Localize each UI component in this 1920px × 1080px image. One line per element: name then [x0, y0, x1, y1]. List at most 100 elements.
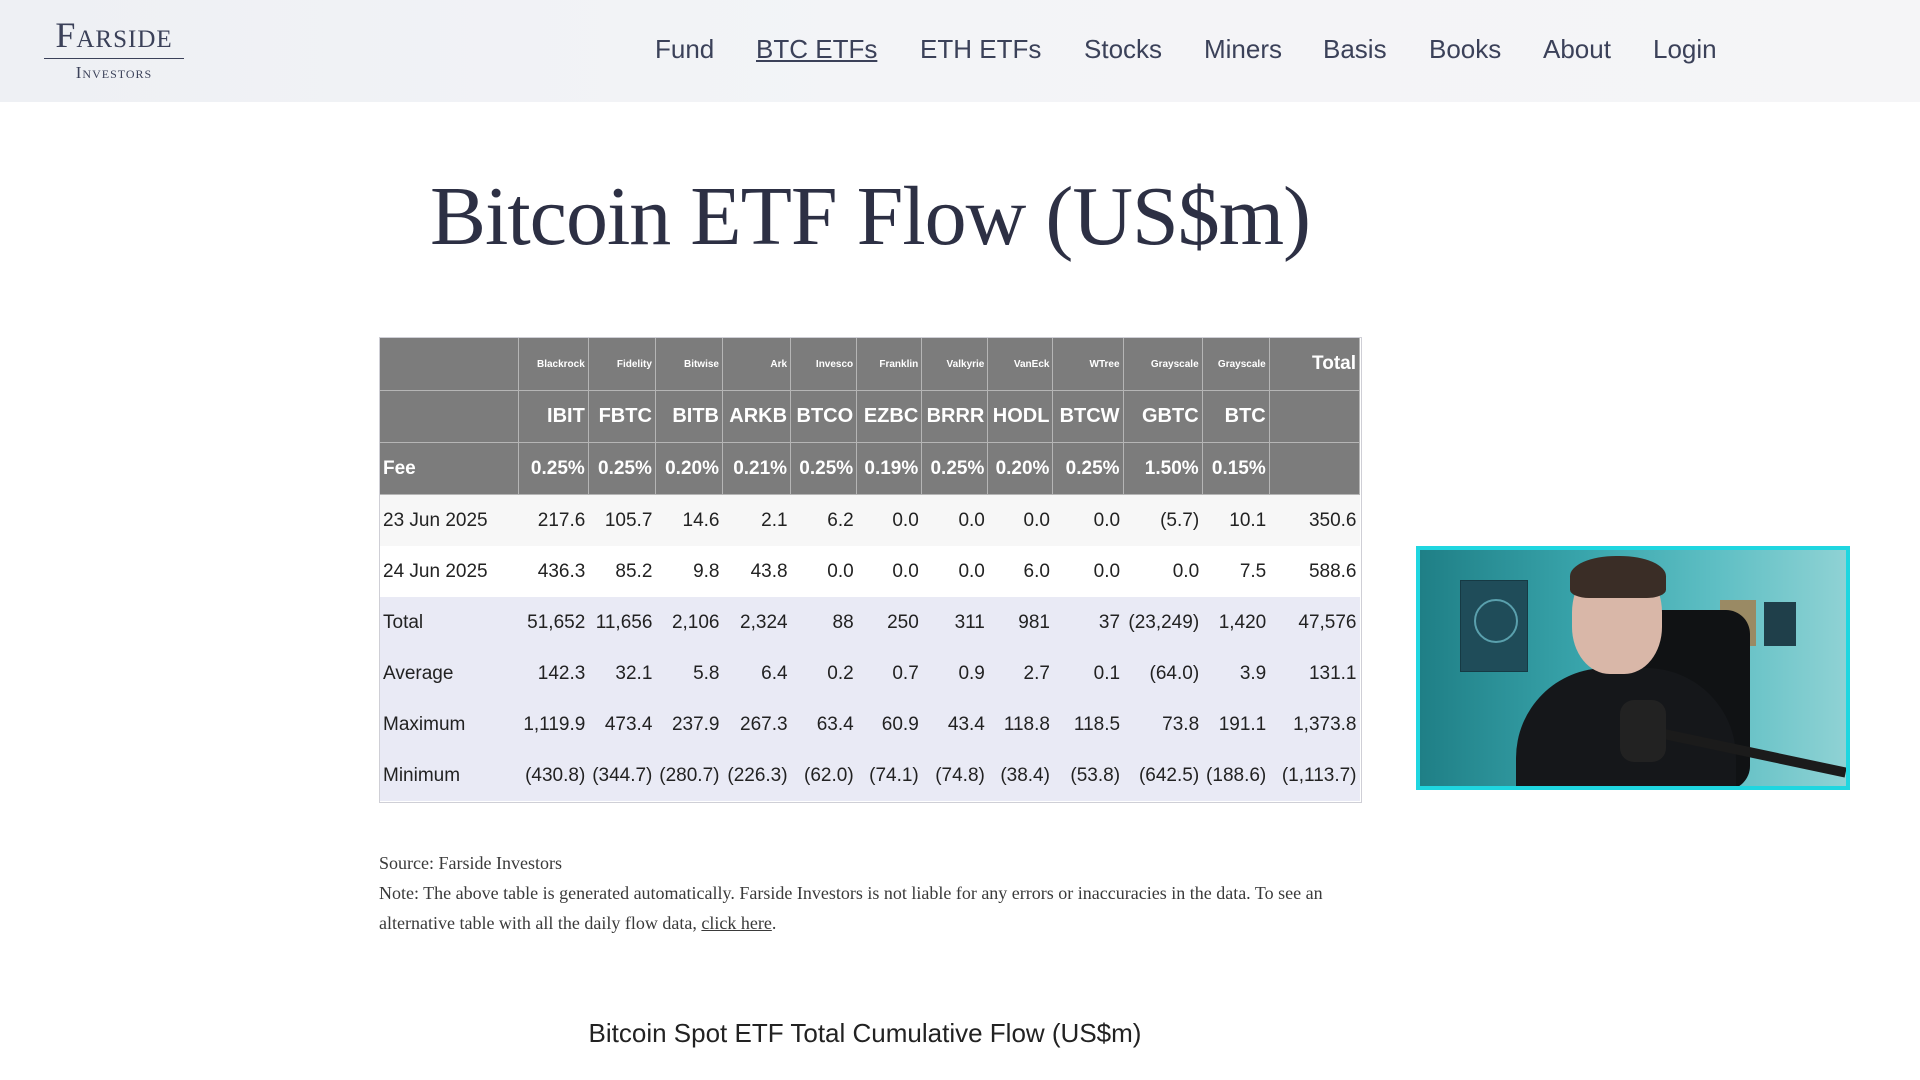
flow-value: 32.1: [588, 648, 656, 699]
flow-value: 0.0: [921, 494, 988, 546]
flow-value: 5.8: [655, 648, 723, 699]
flow-value: 981: [987, 597, 1053, 648]
flow-value: 1,119.9: [518, 699, 589, 750]
nav-basis[interactable]: Basis: [1323, 34, 1387, 64]
flow-value: 60.9: [856, 699, 922, 750]
flow-value: (38.4): [987, 750, 1053, 801]
fee-header-row: Fee 0.25% 0.25% 0.20% 0.21% 0.25% 0.19% 0.25% 0.…: [380, 442, 1361, 495]
fee-header-cell: 0.15%: [1202, 442, 1270, 495]
flow-value: 118.5: [1052, 699, 1124, 750]
fee-header-cell: Fee: [380, 442, 519, 495]
ticker-header-cell: BTCW: [1052, 390, 1124, 443]
issuer-header-cell: Franklin: [856, 338, 923, 391]
logo-wordmark: Farside: [44, 14, 184, 59]
flow-value: 7.5: [1202, 546, 1270, 597]
issuer-header-cell: Fidelity: [588, 338, 656, 391]
nav-fund[interactable]: Fund: [655, 34, 715, 64]
flow-value: 0.2: [790, 648, 857, 699]
issuer-header-row: Blackrock Fidelity Bitwise Ark Invesco Frankl…: [380, 338, 1361, 391]
farside-logo[interactable]: Farside Investors: [44, 14, 184, 83]
fee-header-cell: 1.50%: [1123, 442, 1203, 495]
issuer-header-cell: Grayscale: [1123, 338, 1203, 391]
note-end: .: [771, 913, 777, 933]
source-text: Source: Farside Investors: [379, 853, 562, 873]
flow-value: 6.4: [722, 648, 791, 699]
flow-value: (62.0): [790, 750, 857, 801]
flow-value: 0.0: [790, 546, 857, 597]
row-label: Maximum: [380, 699, 519, 750]
table-row: Maximum 1,119.9 473.4 237.9 267.3 63.4 60.9 43.…: [380, 699, 1360, 750]
nav-about[interactable]: About: [1543, 34, 1611, 64]
flow-value: 85.2: [588, 546, 656, 597]
fee-header-cell: 0.25%: [518, 442, 589, 495]
flow-value: (74.8): [921, 750, 988, 801]
flow-value: 0.9: [921, 648, 988, 699]
issuer-header-cell: WTree: [1052, 338, 1124, 391]
flow-value: (23,249): [1123, 597, 1203, 648]
flow-value: 0.0: [1052, 494, 1124, 546]
flow-value: (642.5): [1123, 750, 1203, 801]
cumulative-flow-chart-title: Bitcoin Spot ETF Total Cumulative Flow (…: [588, 1018, 1142, 1048]
wall-frame-icon: [1764, 602, 1796, 646]
flow-value: 0.7: [856, 648, 922, 699]
flow-value: 217.6: [518, 494, 589, 546]
flow-value: 118.8: [987, 699, 1053, 750]
flow-value: 588.6: [1269, 546, 1360, 597]
flow-value: (5.7): [1123, 494, 1203, 546]
nav-stocks[interactable]: Stocks: [1084, 34, 1163, 64]
flow-value: 105.7: [588, 494, 656, 546]
flow-value: (1,113.7): [1269, 750, 1360, 801]
fee-header-cell: 0.20%: [987, 442, 1054, 495]
flow-value: 51,652: [518, 597, 589, 648]
flow-value: 43.8: [722, 546, 791, 597]
nav-eth-etfs[interactable]: ETH ETFs: [920, 34, 1042, 64]
flow-value: 88: [790, 597, 857, 648]
ticker-header-cell: BTCO: [790, 390, 858, 443]
issuer-header-cell: Blackrock: [518, 338, 589, 391]
flow-value: 14.6: [655, 494, 723, 546]
flow-value: 73.8: [1123, 699, 1203, 750]
flow-value: 3.9: [1202, 648, 1270, 699]
fee-header-cell: 0.25%: [588, 442, 656, 495]
flow-value: (280.7): [655, 750, 723, 801]
table-row: Minimum (430.8) (344.7) (280.7) (226.3) (62.0…: [380, 750, 1360, 801]
flow-value: 1,420: [1202, 597, 1270, 648]
flow-value: 0.0: [856, 494, 922, 546]
flow-value: 0.1: [1052, 648, 1124, 699]
nav-books[interactable]: Books: [1429, 34, 1502, 64]
webcam-overlay: [1416, 546, 1850, 790]
bitcoin-poster-icon: [1460, 580, 1528, 672]
flow-value: 0.0: [987, 494, 1053, 546]
flow-value: 1,373.8: [1269, 699, 1360, 750]
flow-value: 237.9: [655, 699, 723, 750]
flow-value: 2.7: [987, 648, 1053, 699]
flow-value: 267.3: [722, 699, 791, 750]
flow-value: 250: [856, 597, 922, 648]
ticker-header-cell: EZBC: [856, 390, 923, 443]
ticker-header-cell: ARKB: [722, 390, 792, 443]
fee-header-cell: 0.20%: [655, 442, 723, 495]
fee-header-cell: 0.21%: [722, 442, 792, 495]
nav-login[interactable]: Login: [1653, 34, 1717, 64]
flow-value: (188.6): [1202, 750, 1270, 801]
ticker-header-row: IBIT FBTC BITB ARKB BTCO EZBC BRRR HODL BTCW GBTC…: [380, 390, 1361, 443]
flow-value: (226.3): [722, 750, 791, 801]
issuer-header-cell: [380, 338, 519, 391]
flow-value: 436.3: [518, 546, 589, 597]
nav-btc-etfs[interactable]: BTC ETFs: [756, 34, 878, 64]
click-here-link[interactable]: click here: [701, 913, 772, 933]
ticker-header-cell: HODL: [987, 390, 1054, 443]
flow-value: 2,324: [722, 597, 791, 648]
flow-value: (430.8): [518, 750, 589, 801]
main-nav: Fund BTC ETFs ETH ETFs Stocks Miners Bas…: [0, 34, 1920, 74]
flow-value: 0.0: [1123, 546, 1203, 597]
row-label: 23 Jun 2025: [380, 494, 519, 546]
nav-miners[interactable]: Miners: [1204, 34, 1283, 64]
flow-value: 0.0: [1052, 546, 1124, 597]
flow-value: 350.6: [1269, 494, 1360, 546]
flow-value: 0.0: [856, 546, 922, 597]
ticker-header-cell: IBIT: [518, 390, 589, 443]
flow-value: 9.8: [655, 546, 723, 597]
flow-value: 473.4: [588, 699, 656, 750]
issuer-header-cell: Total: [1269, 338, 1361, 391]
